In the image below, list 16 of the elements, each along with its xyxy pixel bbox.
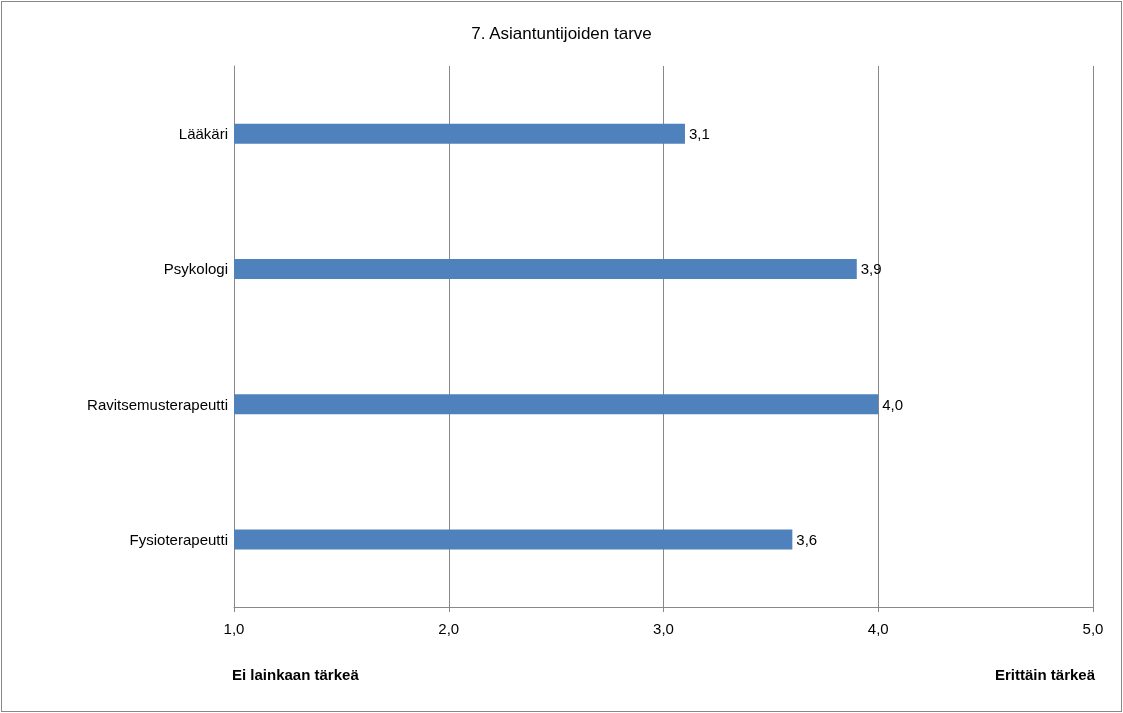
data-label: 3,6: [796, 530, 818, 548]
data-label: 3,9: [860, 260, 882, 278]
data-label: 3,1: [688, 125, 710, 143]
y-tick-label: Fysioterapeutti: [129, 530, 228, 548]
x-tick-label: 3,0: [653, 620, 674, 637]
data-label: 4,0: [882, 395, 904, 413]
x-tick-label: 1,0: [223, 620, 245, 637]
chart-title: 7. Asiantuntijoiden tarve: [471, 24, 652, 43]
y-tick-label: Psykologi: [163, 260, 228, 278]
text: Erittäin tärkeä: [994, 666, 1096, 683]
y-tick-label: Lääkäri: [178, 125, 228, 143]
x-tick-label: 5,0: [1082, 620, 1104, 637]
y-tick-label: Ravitsemusterapeutti: [87, 395, 228, 413]
x-tick-label: 4,0: [867, 620, 889, 637]
text: Ei lainkaan tärkeä: [232, 666, 360, 683]
x-tick-label: 2,0: [438, 620, 460, 637]
